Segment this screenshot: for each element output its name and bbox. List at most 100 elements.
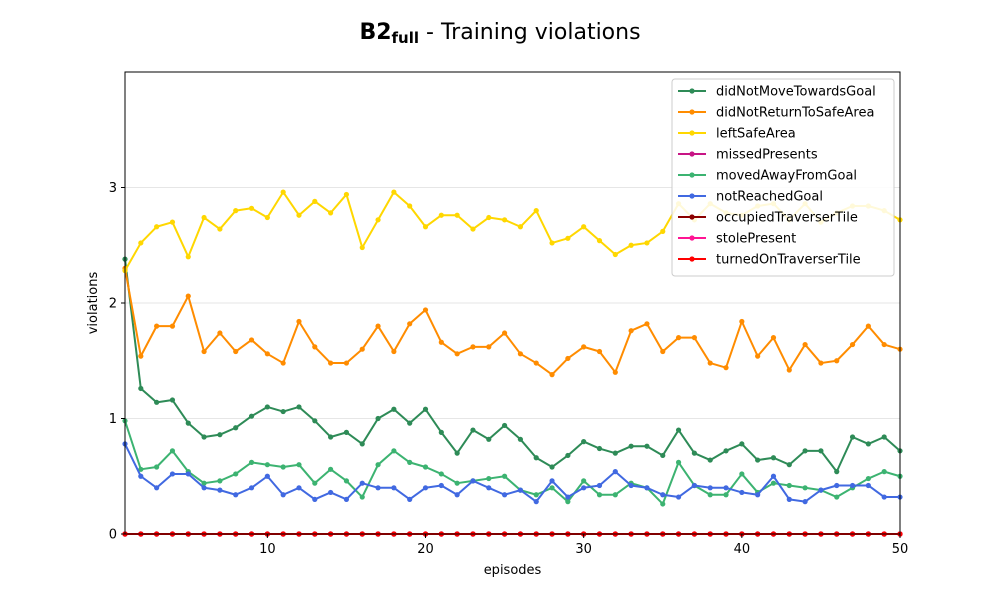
data-point	[248, 485, 255, 491]
data-point	[723, 485, 729, 491]
data-point	[770, 335, 777, 341]
data-point	[154, 485, 160, 491]
data-point	[201, 214, 207, 221]
y-tick-label: 1	[109, 412, 117, 427]
data-point	[755, 353, 761, 359]
data-point	[280, 492, 286, 498]
legend-label: turnedOnTraverserTile	[716, 253, 861, 268]
series-line	[124, 268, 901, 376]
legend-entry: turnedOnTraverserTile	[678, 253, 861, 268]
legend-entry: missedPresents	[678, 148, 818, 163]
legend-marker	[689, 151, 695, 157]
data-point	[565, 355, 571, 362]
data-point	[596, 348, 603, 355]
data-point	[770, 473, 777, 479]
data-point	[233, 471, 239, 477]
legend-marker	[689, 193, 695, 199]
data-point	[201, 348, 207, 355]
data-point	[739, 471, 745, 477]
data-point	[454, 450, 460, 456]
data-point	[581, 439, 587, 445]
data-point	[707, 457, 713, 463]
data-point	[359, 494, 365, 500]
data-point	[264, 462, 270, 468]
legend-label: didNotMoveTowardsGoal	[716, 85, 876, 100]
legend-label: missedPresents	[716, 148, 818, 163]
data-point	[154, 224, 160, 230]
data-point	[486, 485, 492, 491]
data-point	[280, 408, 286, 415]
data-point	[628, 443, 634, 449]
data-point	[612, 369, 618, 375]
data-point	[786, 462, 792, 468]
x-axis-label: episodes	[484, 563, 542, 578]
data-point	[691, 335, 697, 341]
data-point	[248, 337, 255, 343]
data-point	[818, 448, 824, 454]
data-point	[343, 191, 350, 198]
data-point	[233, 208, 239, 214]
data-point	[343, 360, 350, 366]
data-point	[169, 323, 176, 329]
data-point	[612, 469, 618, 475]
data-point	[549, 485, 555, 491]
y-tick-label: 2	[109, 297, 117, 312]
data-point	[422, 485, 429, 491]
series-didNotReturnToSafeArea	[122, 265, 903, 378]
data-point	[517, 436, 524, 442]
legend-marker	[689, 256, 695, 262]
data-point	[549, 240, 555, 246]
data-point	[612, 251, 618, 258]
data-point	[581, 485, 587, 491]
series-line	[124, 443, 900, 503]
data-point	[834, 358, 840, 364]
data-point	[454, 492, 460, 498]
series-line	[124, 420, 901, 505]
data-point	[818, 487, 824, 493]
data-point	[470, 427, 476, 433]
data-point	[644, 240, 650, 246]
data-point	[217, 432, 223, 438]
legend-entry: occupiedTraverserTile	[678, 211, 858, 226]
data-point	[865, 475, 871, 482]
data-point	[881, 494, 887, 500]
data-point	[359, 346, 365, 352]
data-point	[707, 360, 713, 366]
data-point	[328, 466, 334, 472]
data-point	[312, 496, 318, 502]
data-point	[739, 318, 745, 325]
data-point	[312, 198, 318, 204]
data-point	[248, 413, 255, 419]
data-point	[375, 485, 381, 491]
data-point	[470, 226, 476, 232]
data-point	[407, 203, 413, 209]
data-point	[280, 360, 286, 366]
data-point	[407, 321, 413, 327]
data-point	[154, 464, 160, 470]
data-point	[359, 441, 365, 447]
data-point	[138, 240, 144, 246]
data-point	[169, 219, 176, 225]
data-point	[391, 485, 397, 491]
data-point	[675, 335, 682, 341]
data-point	[296, 462, 302, 468]
data-point	[422, 224, 429, 230]
data-point	[517, 224, 524, 230]
data-point	[501, 330, 508, 336]
data-point	[581, 478, 587, 484]
x-tick-label: 50	[892, 542, 909, 557]
data-point	[486, 344, 492, 350]
data-point	[881, 434, 887, 440]
data-point	[217, 226, 223, 232]
data-point	[407, 459, 413, 465]
data-point	[834, 482, 840, 489]
data-point	[802, 499, 808, 505]
y-tick-label: 0	[109, 528, 117, 543]
data-point	[644, 485, 650, 491]
data-point	[264, 214, 270, 221]
data-point	[169, 471, 176, 477]
legend-entry: stolePresent	[678, 232, 796, 247]
data-point	[233, 492, 239, 498]
data-point	[312, 480, 318, 486]
